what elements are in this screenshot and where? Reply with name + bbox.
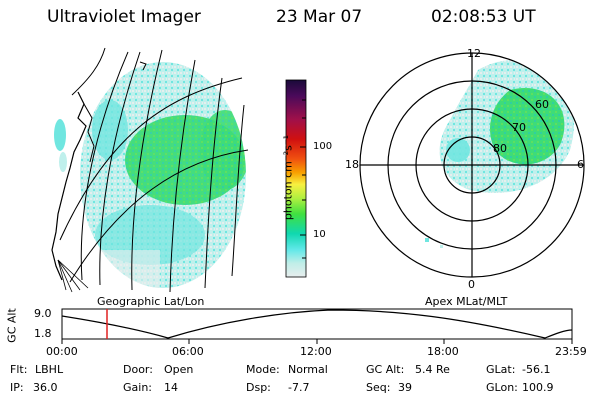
instrument-title: Ultraviolet Imager	[47, 7, 201, 27]
mlt-label-18: 18	[345, 158, 359, 171]
mlat-label-80: 80	[493, 142, 507, 155]
colorbar-tick-10: 10	[313, 229, 326, 240]
altitude-ytick-bottom: 1.8	[34, 327, 52, 340]
status-gcalt-value: 5.4 Re	[415, 363, 450, 376]
status-gain-value: 14	[164, 381, 178, 394]
colorbar-tick-100: 100	[313, 141, 333, 152]
status-gain-label: Gain:	[123, 381, 152, 394]
mlat-label-60: 60	[535, 98, 549, 111]
status-glat-label: GLat:	[486, 363, 516, 376]
polar-plot	[359, 52, 585, 278]
mlt-label-0: 0	[468, 278, 475, 291]
status-mode-value: Normal	[288, 363, 328, 376]
xtick-1200: 12:00	[300, 345, 332, 358]
xtick-0600: 06:00	[172, 345, 204, 358]
status-ip-label: IP:	[10, 381, 24, 394]
colorbar-unit-label: photon cm⁻²s⁻¹	[281, 134, 295, 221]
mlt-label-12: 12	[467, 47, 481, 60]
status-seq-label: Seq:	[366, 381, 391, 394]
status-flt-label: Flt:	[10, 363, 28, 376]
status-mode-label: Mode:	[246, 363, 280, 376]
altitude-ylabel: GC Alt	[5, 308, 19, 343]
xtick-1800: 18:00	[427, 345, 459, 358]
status-seq-value: 39	[398, 381, 412, 394]
coastline	[51, 91, 87, 281]
status-dsp-value: -7.7	[288, 381, 310, 394]
geographic-grid	[59, 47, 249, 293]
geographic-image	[51, 47, 249, 293]
colorbar	[285, 79, 307, 278]
status-ip-value: 36.0	[33, 381, 58, 394]
apex-caption: Apex MLat/MLT	[425, 295, 508, 308]
status-glon-label: GLon:	[486, 381, 518, 394]
mlat-label-70: 70	[512, 121, 526, 134]
altitude-curve	[61, 309, 573, 339]
status-gcalt-label: GC Alt:	[366, 363, 405, 376]
status-glon-value: 100.9	[522, 381, 554, 394]
colorbar-ticks	[300, 99, 306, 259]
time-label: 02:08:53 UT	[431, 7, 536, 27]
status-flt-value: LBHL	[35, 363, 64, 376]
geographic-caption: Geographic Lat/Lon	[97, 295, 205, 308]
status-door-value: Open	[164, 363, 194, 376]
date-label: 23 Mar 07	[276, 7, 363, 27]
xtick-2359: 23:59	[555, 345, 587, 358]
xtick-0000: 00:00	[46, 345, 78, 358]
status-door-label: Door:	[123, 363, 153, 376]
mlt-label-6: 6	[577, 158, 584, 171]
status-dsp-label: Dsp:	[246, 381, 271, 394]
altitude-ytick-top: 9.0	[34, 307, 52, 320]
status-glat-value: -56.1	[522, 363, 551, 376]
altitude-plot	[61, 308, 573, 344]
